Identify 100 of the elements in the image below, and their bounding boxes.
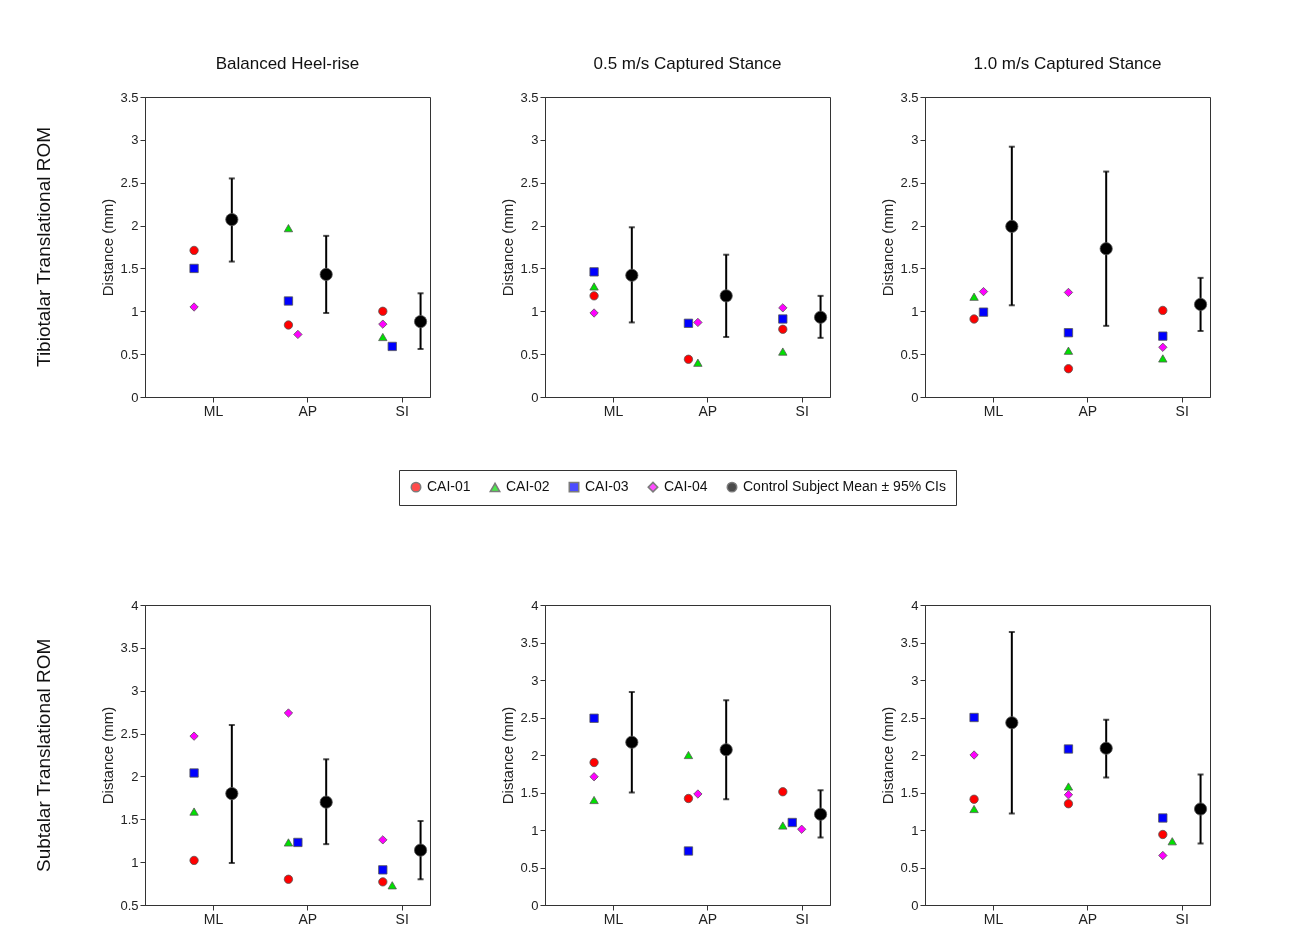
- x-tick-label: SI: [1175, 910, 1189, 927]
- y-tick-label: 1.5: [120, 811, 139, 827]
- point: [778, 314, 788, 324]
- y-tick-label: 3.5: [520, 635, 539, 650]
- y-axis-title: Distance (mm): [499, 706, 517, 805]
- chart-title: 0.5 m/s Captured Stance: [593, 54, 782, 73]
- y-tick-label: 3.5: [900, 635, 919, 650]
- y-tick-label: 2: [531, 747, 539, 763]
- y-tick-label: 0: [131, 389, 139, 405]
- x-tick-label: AP: [298, 910, 318, 927]
- point: [778, 324, 788, 334]
- x-tick-label: ML: [603, 402, 624, 419]
- y-tick-label: 3: [131, 683, 139, 699]
- point: [378, 306, 388, 316]
- legend-label: CAI-02: [505, 478, 550, 495]
- point: [283, 708, 294, 718]
- y-tick-label: 0: [911, 389, 919, 405]
- x-tick-label: AP: [1078, 402, 1098, 419]
- x-tick-label: SI: [395, 910, 409, 927]
- y-tick-label: 1.5: [520, 260, 539, 276]
- point: [189, 245, 199, 255]
- point: [189, 263, 199, 274]
- point: [378, 332, 388, 342]
- y-tick-label: 1.5: [900, 785, 919, 800]
- y-tick-label: 2.5: [900, 175, 919, 191]
- point: [778, 303, 788, 313]
- y-tick-label: 2.5: [520, 175, 539, 191]
- y-tick-label: 1: [531, 822, 539, 838]
- y-tick-label: 1.5: [120, 260, 139, 276]
- y-axis-title: Distance (mm): [879, 198, 897, 297]
- point: [1158, 850, 1168, 861]
- point: [189, 731, 199, 741]
- x-tick-label: ML: [983, 910, 1004, 927]
- y-tick-label: 2: [911, 218, 919, 234]
- y-tick-label: 4: [911, 597, 919, 613]
- x-tick-label: SI: [795, 910, 809, 927]
- y-tick-label: 2.5: [520, 710, 539, 725]
- x-tick-label: AP: [698, 910, 718, 927]
- point: [1158, 305, 1168, 315]
- legend-label: CAI-01: [426, 478, 471, 495]
- point: [969, 292, 979, 301]
- y-axis-title: Distance (mm): [879, 706, 897, 805]
- point: [1158, 354, 1168, 363]
- point: [189, 807, 199, 816]
- x-tick-label: AP: [298, 402, 318, 419]
- y-tick-label: 0.5: [900, 346, 919, 362]
- y-tick-label: 1: [911, 303, 919, 319]
- point: [378, 865, 388, 875]
- point: [969, 314, 979, 324]
- point: [378, 319, 388, 329]
- point: [1063, 364, 1074, 374]
- y-tick-label: 1: [911, 822, 919, 838]
- y-tick-label: 1.5: [900, 260, 919, 276]
- y-tick-label: 0: [531, 897, 539, 913]
- point: [969, 804, 979, 814]
- x-tick-label: AP: [698, 402, 718, 419]
- point: [283, 838, 294, 847]
- y-tick-label: 0.5: [120, 897, 139, 913]
- y-tick-label: 1: [531, 303, 539, 319]
- point: [1063, 744, 1074, 754]
- point: [378, 835, 388, 845]
- x-tick-label: SI: [795, 402, 809, 419]
- point: [1063, 799, 1074, 809]
- legend-label: CAI-03: [584, 478, 629, 495]
- x-tick-label: ML: [983, 402, 1004, 419]
- y-tick-label: 2.5: [120, 726, 139, 742]
- y-tick-label: 1: [131, 854, 139, 870]
- point: [1158, 813, 1168, 823]
- point: [283, 296, 294, 306]
- point: [1063, 287, 1074, 298]
- x-tick-label: ML: [203, 402, 224, 419]
- y-tick-label: 0: [911, 897, 919, 913]
- y-tick-label: 0.5: [520, 860, 539, 875]
- point: [1063, 328, 1074, 338]
- y-tick-label: 3: [911, 672, 919, 688]
- y-tick-label: 3: [911, 132, 919, 148]
- y-tick-label: 3.5: [120, 89, 139, 105]
- y-tick-label: 4: [531, 597, 539, 613]
- y-tick-label: 0.5: [120, 346, 139, 362]
- chart-title: 1.0 m/s Captured Stance: [973, 54, 1162, 73]
- point: [969, 712, 979, 723]
- x-tick-label: ML: [603, 910, 624, 927]
- y-tick-label: 2: [131, 218, 139, 234]
- legend-label: CAI-04: [663, 478, 708, 495]
- point: [1158, 331, 1168, 341]
- point: [283, 224, 294, 233]
- y-tick-label: 0.5: [900, 860, 919, 875]
- point: [1063, 790, 1074, 800]
- y-axis-title: Distance (mm): [499, 198, 517, 297]
- point: [683, 318, 694, 328]
- point: [589, 291, 599, 301]
- y-tick-label: 3: [131, 132, 139, 148]
- y-tick-label: 2.5: [900, 710, 919, 725]
- y-tick-label: 1: [131, 303, 139, 319]
- point: [969, 750, 979, 760]
- point: [589, 267, 599, 277]
- point: [283, 320, 294, 330]
- y-tick-label: 1.5: [520, 785, 539, 800]
- x-tick-label: ML: [203, 910, 224, 927]
- y-tick-label: 2: [131, 768, 139, 784]
